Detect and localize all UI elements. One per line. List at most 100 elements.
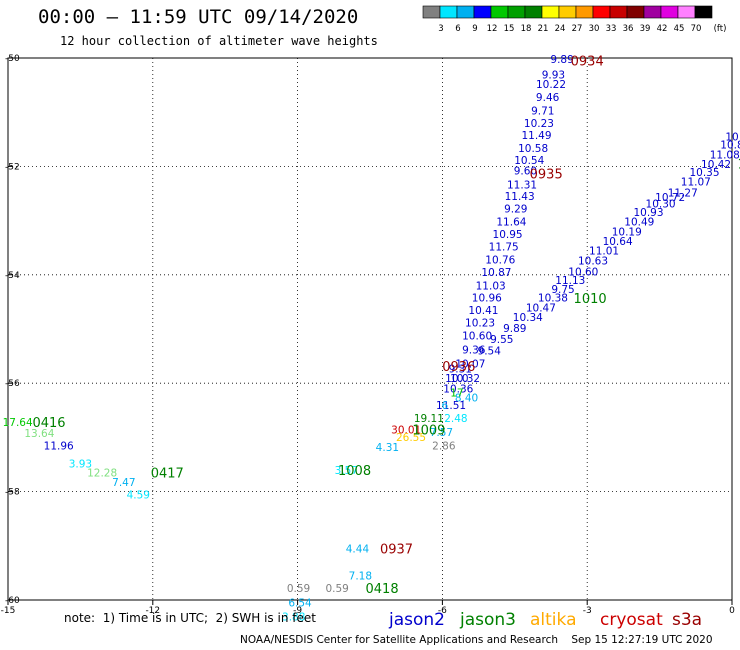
wave-height-value: 10.8 [720,140,740,152]
wave-height-value: 10.41 [468,305,498,317]
wave-height-value: 9.46 [536,92,560,104]
pass-time-label: 0417 [151,467,184,482]
wave-height-value: 9.71 [531,106,554,118]
wave-height-value: 11.13 [555,275,585,287]
pass-time-label: 0937 [380,543,413,558]
wave-height-value: 10.60 [568,267,598,279]
pass-time-label: 1 [738,158,740,173]
wave-height-value: 6.54 [288,598,312,610]
wave-height-value: 10.23 [465,317,495,329]
wave-height-value: 9.36 [462,345,486,357]
wave-height-value: 11.07 [681,177,711,189]
wave-height-value: 0.59 [287,583,310,595]
wave-height-value: 10.96 [472,293,502,305]
wave-height-value: 7.57 [430,427,453,439]
legend-cryosat: cryosat [600,610,663,630]
x-tick-label: -12 [145,606,160,616]
wave-height-value: 10.95 [493,229,523,241]
y-tick-label: -54 [5,271,20,281]
legend-jason3: jason3 [459,610,516,630]
wave-height-value: 11.27 [668,187,698,199]
wave-height-value: 9.55 [490,334,513,346]
wave-height-value: 9.75 [551,284,574,296]
legend-altika: altika [530,610,577,630]
wave-height-value: 10.30 [646,198,676,210]
wave-height-value: 7.47 [112,477,135,489]
page-title: 00:00 – 11:59 UTC 09/14/2020 [38,6,359,28]
wave-height-value: 26.55 [396,432,426,444]
pass-time-label: 0936 [442,360,475,375]
color-scale-unit: (ft) [714,24,727,34]
wave-height-value: 10.47 [526,302,556,314]
wave-height-value: 11.43 [505,191,535,203]
legend-s3a: s3a [672,610,702,630]
color-scale-tick-label: 30 [589,24,600,34]
wave-height-value: 9.60 [514,166,537,178]
wave-height-value: 11.08 [710,149,740,161]
wave-height-value: 10.34 [513,312,543,324]
pass-time-label: 1009 [412,423,445,438]
wave-height-value: 4.44 [346,544,370,556]
x-tick-label: 0 [729,606,735,616]
wave-height-value: 13.64 [24,428,54,440]
color-scale-tick-label: 24 [555,24,566,34]
color-scale-tick-label: 70 [691,24,702,34]
wave-height-value: 10.32 [450,373,480,385]
wave-height-value: 9.31 [449,364,472,376]
color-scale-tick-label: 3 [438,24,443,34]
wave-height-value: 8.40 [455,392,478,404]
wave-height-value: 10.35 [689,167,719,179]
wave-height-value: 11.51 [436,400,466,412]
color-scale-bar: 3 6 9 12 15 18 21 24 27 30 33 36 39 42 45 70 (ft) [422,5,727,34]
wave-height-value: 10.07 [455,359,485,371]
wave-height-value: 10.22 [536,79,566,91]
y-tick-label: -52 [5,162,20,172]
x-tick-label: -3 [583,606,592,616]
wave-height-value: 10.93 [633,207,663,219]
color-scale-tick-label: 27 [572,24,583,34]
legend-jason2: jason2 [388,610,445,630]
wave-height-value: 10.63 [578,256,608,268]
wave-height-value: 19.11 [414,413,444,425]
wave-height-value: 11.01 [589,245,619,257]
footer-credit: NOAA/NESDIS Center for Satellite Applica… [240,634,713,646]
wave-height-value: 9.54 [478,346,502,358]
color-scale-tick-label: 45 [674,24,685,34]
wave-height-value: 6 [441,400,448,412]
wave-height-value: 10.87 [481,267,511,279]
y-tick-label: -50 [5,54,20,64]
pass-time-label: 0418 [366,582,399,597]
wave-height-value: 9.93 [542,69,565,81]
wave-height-value: 11.49 [521,130,551,142]
page-subtitle: 12 hour collection of altimeter wave hei… [60,34,378,48]
wave-height-value: 10 [725,132,738,144]
wave-height-value: 11.03 [476,281,506,293]
wave-height-value: 10.36 [443,384,473,396]
pass-time-label: 1008 [338,464,371,479]
wave-height-value: 11.31 [507,179,537,191]
wave-height-value: 10.54 [514,155,544,167]
wave-height-value: 4.31 [376,442,399,454]
wave-height-value: 9.89 [550,54,573,66]
wave-height-value: 9.29 [504,204,527,216]
wave-height-value: 10.72 [655,192,685,204]
wave-height-value: 10.0 [445,373,468,385]
wave-height-value: 3.57 [335,465,358,477]
units-note: note: 1) Time is in UTC; 2) SWH is in fe… [64,611,316,625]
wave-height-value: 10.58 [518,143,548,155]
color-scale-tick-label: 18 [521,24,532,34]
y-tick-label: -58 [5,488,20,498]
wave-height-value: 10.38 [538,293,568,305]
wave-height-value: 10.49 [624,217,654,229]
plot-frame [7,57,733,601]
wave-height-value: 4.59 [127,489,150,501]
wave-height-value: 3.93 [69,458,92,470]
color-scale-tick-label: 21 [538,24,549,34]
color-scale-tick-label: 42 [657,24,668,34]
pass-time-label: 0935 [530,167,563,182]
color-scale-tick-label: 6 [455,24,460,34]
wave-height-value: 10.64 [603,236,633,248]
wave-height-value: 17.64 [3,417,33,429]
